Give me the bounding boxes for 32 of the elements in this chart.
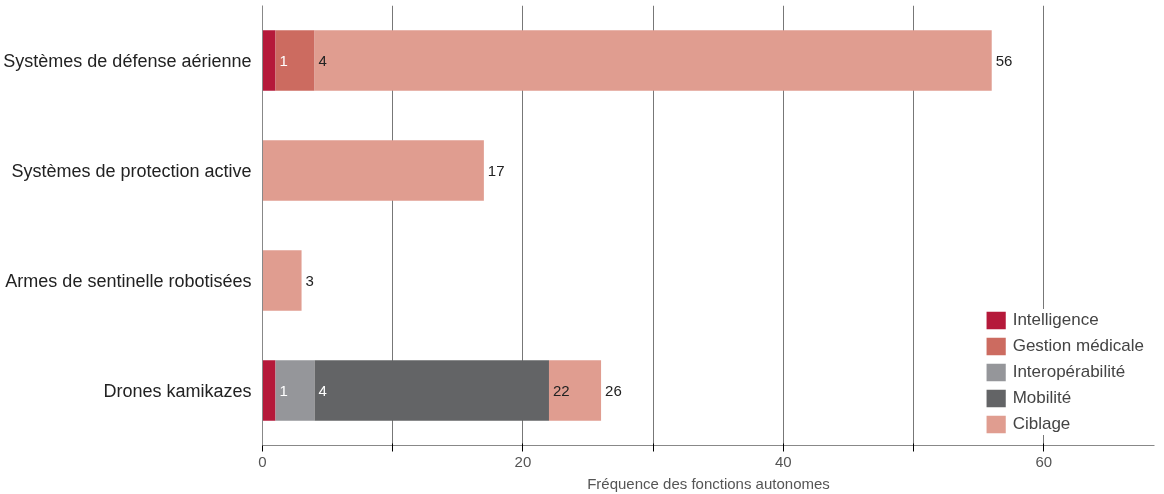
bar [314,30,992,91]
bar [262,140,484,201]
x-tick-label: 40 [775,452,792,470]
annotation: 4 [318,51,327,69]
annotation: 1 [279,381,288,399]
legend-label: Ciblage [1012,414,1071,434]
legend-label: Mobilité [1012,388,1072,408]
bar [275,30,315,91]
bar [262,360,276,421]
total-label: 56 [995,51,1013,69]
bar [262,250,302,311]
y-tick-label: Systèmes de protection active [11,160,252,181]
bar [548,360,602,421]
annotation: 22 [552,381,570,399]
total-label: 17 [487,161,505,179]
annotation: 1 [279,51,288,69]
legend-label: Interopérabilité [1012,362,1126,382]
y-tick-label: Systèmes de défense aérienne [3,50,252,71]
y-tick-label: Armes de sentinelle robotisées [5,270,252,291]
total-label: 26 [605,381,622,399]
bar [314,360,549,421]
x-axis-title: Fréquence des fonctions autonomes [587,474,830,492]
legend-label: Intelligence [1012,310,1099,330]
y-tick-label: Drones kamikazes [103,380,252,401]
x-tick-label: 60 [1035,452,1053,470]
x-tick-label: 20 [514,452,532,470]
x-tick-label: 0 [258,452,267,470]
annotation: 4 [318,381,327,399]
total-label: 3 [305,271,314,289]
legend-label: Gestion médicale [1012,336,1144,356]
bar [275,360,315,421]
bar [262,30,276,91]
